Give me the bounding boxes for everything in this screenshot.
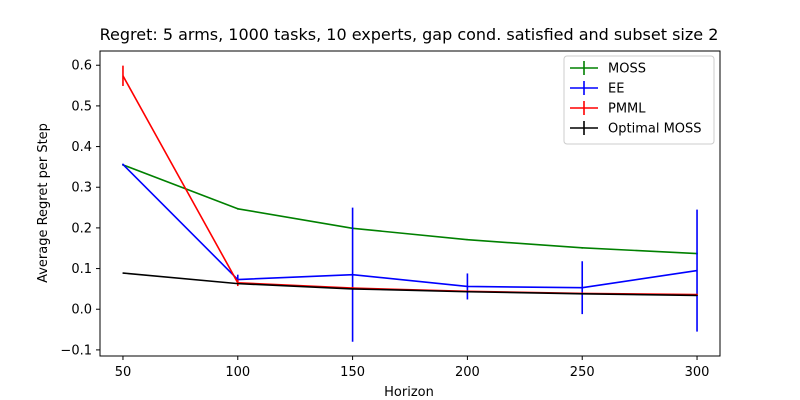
legend-entry: EE — [570, 81, 624, 97]
y-tick-label: 0.5 — [71, 99, 92, 114]
series-line — [122, 164, 698, 255]
legend-label: Optimal MOSS — [608, 122, 702, 137]
y-tick-label: 0.3 — [71, 181, 92, 196]
x-tick-label: 100 — [225, 365, 250, 380]
chart-title: Regret: 5 arms, 1000 tasks, 10 experts, … — [100, 25, 719, 44]
legend-label: PMML — [608, 102, 646, 117]
legend: MOSS EE PMML Optimal MOSS — [563, 55, 715, 145]
y-tick-label: 0.2 — [71, 221, 92, 236]
x-tick-label: 200 — [455, 365, 480, 380]
legend-box — [563, 55, 715, 145]
series-line — [122, 272, 698, 297]
y-tick-label: 0.1 — [71, 262, 92, 277]
x-tick-label: 150 — [340, 365, 365, 380]
y-tick-label: 0.4 — [71, 140, 92, 155]
legend-entry: PMML — [570, 101, 646, 117]
y-tick-label: 0.6 — [71, 59, 92, 74]
series-moss — [122, 164, 698, 255]
x-tick-label: 300 — [685, 365, 710, 380]
plot-series — [122, 65, 698, 342]
x-tick-label: 250 — [570, 365, 595, 380]
legend-label: EE — [608, 82, 624, 97]
y-axis-label: Average Regret per Step — [36, 123, 51, 283]
series-line — [122, 163, 698, 289]
y-tick-label: 0.0 — [71, 303, 92, 318]
series-ee — [122, 163, 698, 342]
y-axis: −0.1 0.0 0.1 0.2 0.3 0.4 0.5 0.6 — [60, 59, 100, 358]
x-axis: 50 100 150 200 250 300 — [115, 356, 710, 380]
series-optimal-moss — [122, 272, 698, 297]
y-tick-label: −0.1 — [60, 343, 92, 358]
legend-entry: MOSS — [570, 61, 646, 77]
plot-frame — [99, 50, 721, 357]
x-axis-label: Horizon — [384, 385, 434, 400]
legend-entry: Optimal MOSS — [570, 121, 702, 137]
x-tick-label: 50 — [115, 365, 132, 380]
legend-label: MOSS — [608, 62, 646, 77]
